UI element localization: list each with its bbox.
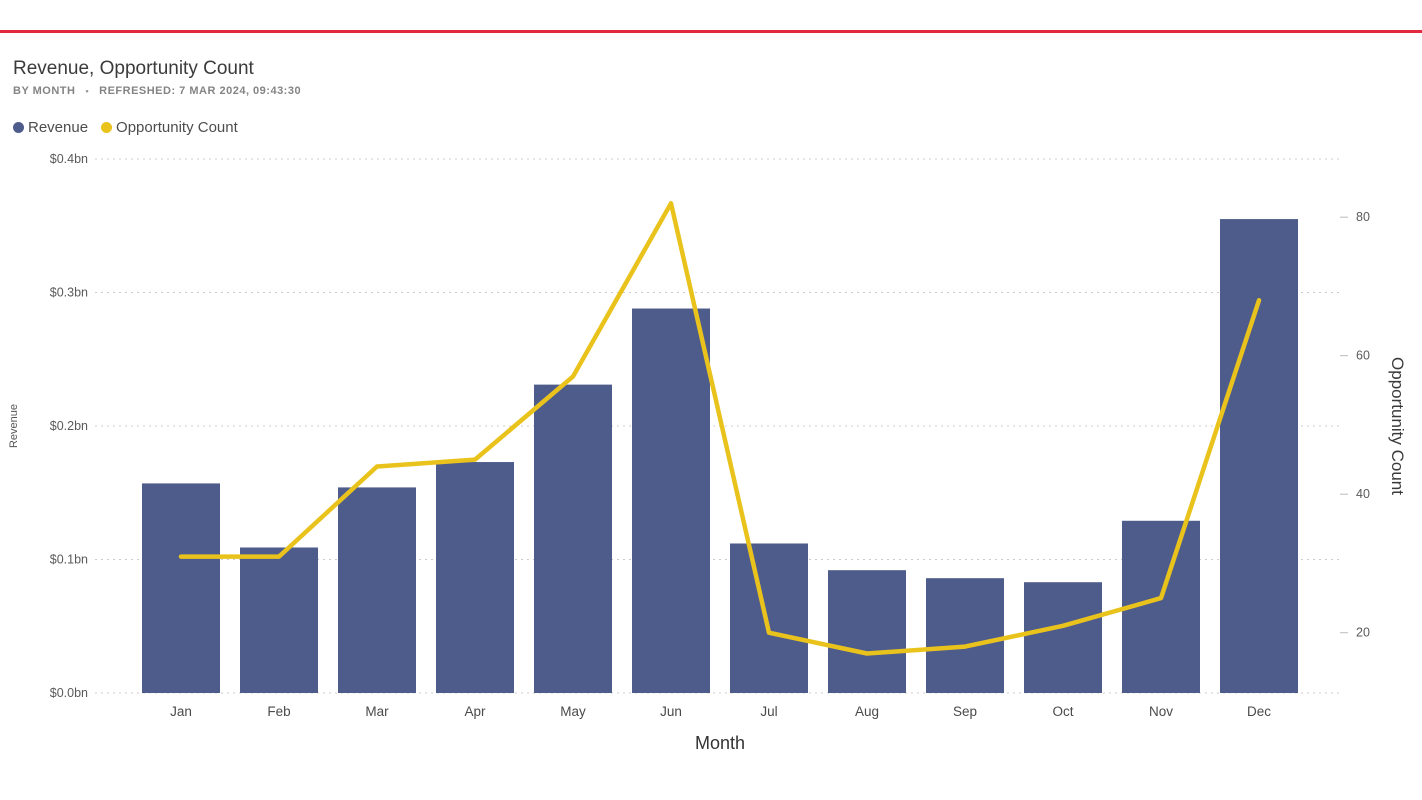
right-axis-tick-label: 80 — [1356, 210, 1370, 224]
x-axis-tick-label-mar: Mar — [365, 704, 389, 719]
x-axis-tick-label-feb: Feb — [267, 704, 290, 719]
left-axis-tick-label: $0.0bn — [50, 686, 88, 700]
x-axis-title: Month — [695, 733, 745, 753]
left-axis-tick-label: $0.1bn — [50, 553, 88, 567]
opportunity-count-line[interactable] — [178, 201, 1262, 656]
opportunity-count-legend-label: Opportunity Count — [116, 119, 238, 136]
x-axis-tick-label-sep: Sep — [953, 704, 977, 719]
legend-item-revenue[interactable]: Revenue — [13, 119, 88, 136]
right-axis-tick-label: 20 — [1356, 626, 1370, 640]
revenue-legend-label: Revenue — [28, 119, 89, 136]
subtitle-grouping: BY MONTH — [13, 85, 76, 97]
right-axis-title: Opportunity Count — [1388, 357, 1407, 495]
x-axis-tick-label-oct: Oct — [1052, 704, 1073, 719]
opportunity-count-series-dot-icon — [101, 122, 113, 133]
x-axis-tick-label-jun: Jun — [660, 704, 682, 719]
left-axis-tick-label: $0.3bn — [50, 286, 88, 300]
left-axis-tick-label: $0.2bn — [50, 419, 88, 433]
revenue-bar-dec[interactable] — [1220, 219, 1298, 693]
x-axis-tick-label-jan: Jan — [170, 704, 192, 719]
chart-title: Revenue, Opportunity Count — [13, 58, 254, 79]
x-axis-tick-label-may: May — [560, 704, 586, 719]
legend-item-opportunity-count[interactable]: Opportunity Count — [101, 119, 238, 136]
x-axis-tick-label-jul: Jul — [760, 704, 777, 719]
revenue-bar-sep[interactable] — [926, 578, 1004, 693]
left-axis-title: Revenue — [8, 404, 20, 448]
right-axis-tick-label: 40 — [1356, 487, 1370, 501]
revenue-bar-mar[interactable] — [338, 487, 416, 693]
subtitle-refreshed-timestamp: REFRESHED: 7 MAR 2024, 09:43:30 — [99, 85, 302, 97]
chart-subtitle: BY MONTH • REFRESHED: 7 MAR 2024, 09:43:… — [13, 85, 301, 97]
revenue-bar-oct[interactable] — [1024, 582, 1102, 693]
revenue-bar-may[interactable] — [534, 384, 612, 693]
x-axis-tick-label-dec: Dec — [1247, 704, 1271, 719]
top-accent-divider — [0, 30, 1422, 33]
revenue-bar-apr[interactable] — [436, 462, 514, 693]
x-axis-tick-label-aug: Aug — [855, 704, 879, 719]
subtitle-separator-dot: • — [85, 86, 90, 96]
revenue-series-dot-icon — [13, 122, 24, 133]
right-axis-tick-label: 60 — [1356, 349, 1370, 363]
revenue-bar-jun[interactable] — [632, 308, 710, 693]
left-axis-tick-label: $0.4bn — [50, 152, 88, 166]
chart-header: Revenue, Opportunity Count BY MONTH • RE… — [13, 58, 301, 97]
revenue-bar-aug[interactable] — [828, 570, 906, 693]
revenue-bar-jan[interactable] — [142, 483, 220, 693]
x-axis-tick-label-apr: Apr — [464, 704, 486, 719]
x-axis-tick-label-nov: Nov — [1149, 704, 1173, 719]
chart-legend: Revenue Opportunity Count — [13, 119, 238, 136]
revenue-bar-feb[interactable] — [240, 547, 318, 693]
revenue-bar-jul[interactable] — [730, 543, 808, 693]
